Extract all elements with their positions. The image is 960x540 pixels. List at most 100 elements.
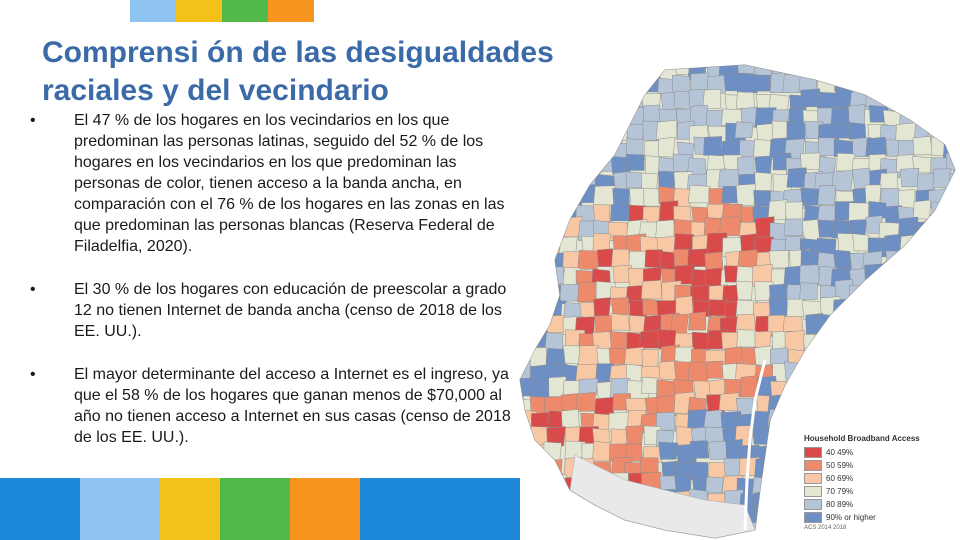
census-tract (799, 264, 821, 285)
census-tract (800, 249, 820, 267)
census-tract (520, 284, 533, 303)
census-tract (545, 93, 563, 112)
census-tract (579, 90, 602, 110)
census-tract (610, 313, 631, 331)
census-tract (754, 330, 772, 349)
census-tract (627, 76, 646, 95)
legend-swatch (804, 511, 822, 523)
census-tract (869, 299, 887, 317)
census-tract (541, 521, 566, 538)
census-tract (543, 77, 565, 94)
census-tract (911, 65, 931, 77)
census-tract (768, 444, 786, 465)
census-tract (520, 106, 533, 126)
census-tract (548, 473, 568, 492)
bottom-bar-segment (290, 478, 360, 540)
census-tract (640, 172, 659, 190)
census-tract (687, 361, 710, 382)
southwest-low-area (569, 454, 756, 539)
census-tract (850, 65, 872, 81)
title-line-2: raciales y del vecindario (42, 74, 389, 107)
census-tract (882, 315, 903, 337)
top-bar-segment (130, 0, 176, 22)
census-tract (673, 218, 693, 236)
census-tract (530, 75, 551, 93)
census-tract (545, 347, 566, 365)
census-tract (914, 411, 936, 429)
census-tract (901, 380, 919, 401)
census-tract (868, 201, 887, 219)
census-tract (817, 137, 836, 157)
census-tract (596, 522, 616, 538)
census-tract (800, 187, 822, 206)
census-tract (832, 394, 850, 413)
census-tract (690, 72, 710, 92)
census-tract (834, 364, 854, 382)
census-tract (943, 346, 955, 367)
bullet-symbol: • (30, 366, 36, 383)
census-tract (703, 136, 723, 156)
census-tract (753, 505, 772, 526)
census-tract (771, 508, 792, 526)
census-tract (930, 296, 948, 316)
census-tract (883, 297, 903, 316)
census-tract (899, 103, 919, 126)
census-tract (533, 188, 553, 207)
census-tract (912, 254, 934, 275)
census-tract (912, 136, 933, 156)
census-tract (772, 65, 790, 75)
map-legend: Household Broadband Access 40 49% 50 59%… (804, 434, 954, 531)
census-tract (913, 75, 934, 95)
legend-label: 60 69% (826, 473, 854, 483)
census-tract (851, 314, 871, 335)
census-tract (544, 138, 567, 159)
census-tract (851, 299, 872, 321)
census-tract (895, 394, 915, 412)
census-tract (559, 236, 578, 255)
census-tract (917, 173, 935, 192)
census-tract (914, 366, 937, 387)
census-tract (849, 362, 868, 382)
bullet-symbol: • (30, 281, 36, 298)
census-tract (945, 298, 955, 318)
census-tract (546, 220, 566, 242)
census-tract (882, 381, 903, 400)
census-tract (735, 280, 753, 301)
census-tract (804, 347, 822, 366)
census-tract (943, 90, 955, 109)
census-tract (734, 121, 754, 139)
census-tract (543, 315, 567, 333)
census-tract (786, 411, 805, 431)
census-tract (882, 346, 903, 365)
census-tract (559, 137, 581, 157)
census-tract (579, 152, 598, 173)
census-tract (563, 345, 582, 364)
census-tract (529, 301, 550, 322)
census-tract (563, 106, 582, 124)
census-tract (543, 298, 563, 316)
census-tract (530, 494, 552, 512)
census-tract (520, 460, 537, 481)
census-tract (933, 330, 951, 348)
census-tract (751, 521, 771, 538)
broadband-map (519, 64, 956, 539)
census-tract (530, 474, 550, 495)
census-tract (687, 184, 713, 204)
census-tract (946, 71, 955, 91)
census-tract (785, 201, 803, 220)
census-tract (862, 75, 884, 93)
census-tract (612, 187, 630, 206)
census-tract (932, 393, 952, 412)
census-tract (611, 297, 630, 315)
census-tract (932, 168, 952, 189)
census-tract (623, 65, 644, 79)
census-tract (835, 328, 855, 348)
census-tract (947, 313, 955, 330)
census-tract (768, 297, 790, 317)
census-tract (658, 170, 676, 190)
census-tract (945, 153, 955, 171)
census-tract (520, 250, 533, 270)
census-tract (913, 199, 932, 220)
census-tract (786, 444, 806, 462)
census-tract (531, 203, 552, 225)
